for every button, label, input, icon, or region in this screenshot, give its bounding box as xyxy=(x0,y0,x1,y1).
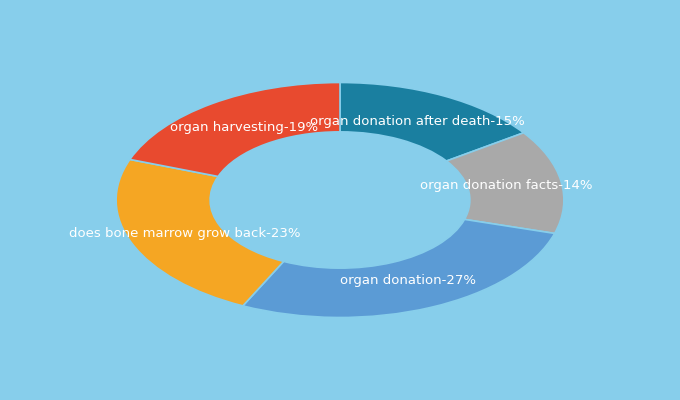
Text: organ harvesting-19%: organ harvesting-19% xyxy=(170,121,318,134)
Wedge shape xyxy=(116,160,284,306)
Wedge shape xyxy=(130,82,340,176)
Wedge shape xyxy=(243,219,555,318)
Wedge shape xyxy=(447,133,564,234)
Wedge shape xyxy=(340,82,524,161)
Text: organ donation after death-15%: organ donation after death-15% xyxy=(310,115,525,128)
Text: organ donation-27%: organ donation-27% xyxy=(340,274,476,287)
Text: organ donation facts-14%: organ donation facts-14% xyxy=(420,180,592,192)
Text: does bone marrow grow back-23%: does bone marrow grow back-23% xyxy=(69,226,300,240)
